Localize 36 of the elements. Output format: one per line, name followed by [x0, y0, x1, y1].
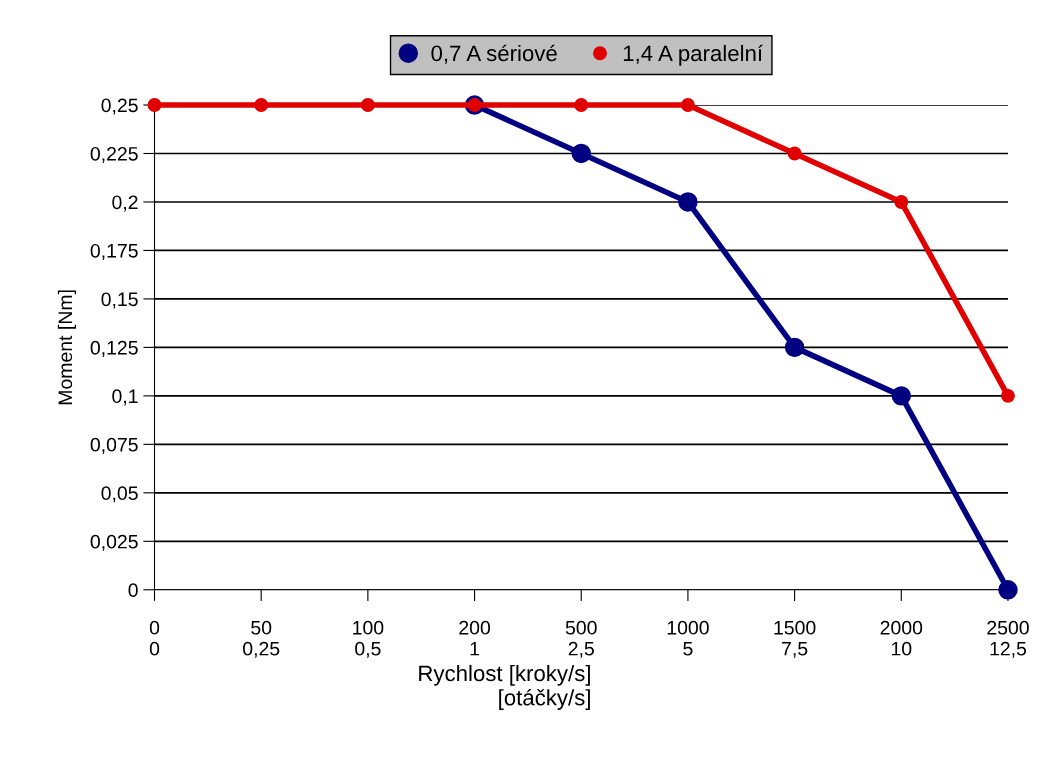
point	[147, 98, 162, 112]
x-tick-label: 50 0,25	[243, 620, 280, 658]
point	[360, 98, 375, 112]
x-tick-label: 1500 7,5	[774, 620, 816, 658]
point	[784, 337, 805, 358]
y-tick-label: 0,15	[101, 292, 138, 309]
x-tick-label: 0 0	[149, 620, 160, 656]
x-tick-label: 1000 5	[667, 620, 709, 656]
y-tick-label: 0,05	[101, 486, 138, 503]
y-tick-label: 0,125	[90, 340, 138, 357]
point	[891, 386, 912, 406]
point	[254, 98, 269, 112]
y-tick-label: 0,25	[101, 98, 138, 115]
x-tick-label: 200 1	[459, 620, 491, 656]
point	[894, 195, 909, 209]
point	[787, 146, 802, 161]
point	[680, 98, 695, 112]
y-tick-label: 0,075	[90, 437, 138, 454]
y-tick-label: 0	[128, 583, 138, 598]
y-axis-title: Moment [Nm]	[57, 290, 76, 405]
point	[574, 98, 589, 112]
x-tick-label: 2000 10	[880, 620, 923, 656]
y-tick-label: 0,2	[112, 195, 138, 212]
x-axis-title: Rychlost [kroky/s] [otáčky/s]	[419, 664, 590, 710]
legend-label: 0,7 A sériové	[431, 44, 557, 64]
y-tick-label: 0,175	[90, 243, 138, 260]
point	[678, 192, 698, 212]
x-tick-label: 500 2,5	[565, 620, 597, 658]
y-tick-label: 0,025	[90, 534, 138, 551]
y-tick-label: 0,225	[90, 146, 138, 164]
x-tick-label: 2500 12,5	[987, 620, 1029, 658]
point	[1001, 388, 1015, 403]
point	[571, 143, 591, 164]
y-tick-label: 0,1	[112, 389, 138, 406]
x-tick-label: 100 0,5	[353, 620, 384, 658]
legend-label: 1,4 A paralelní	[623, 44, 763, 66]
